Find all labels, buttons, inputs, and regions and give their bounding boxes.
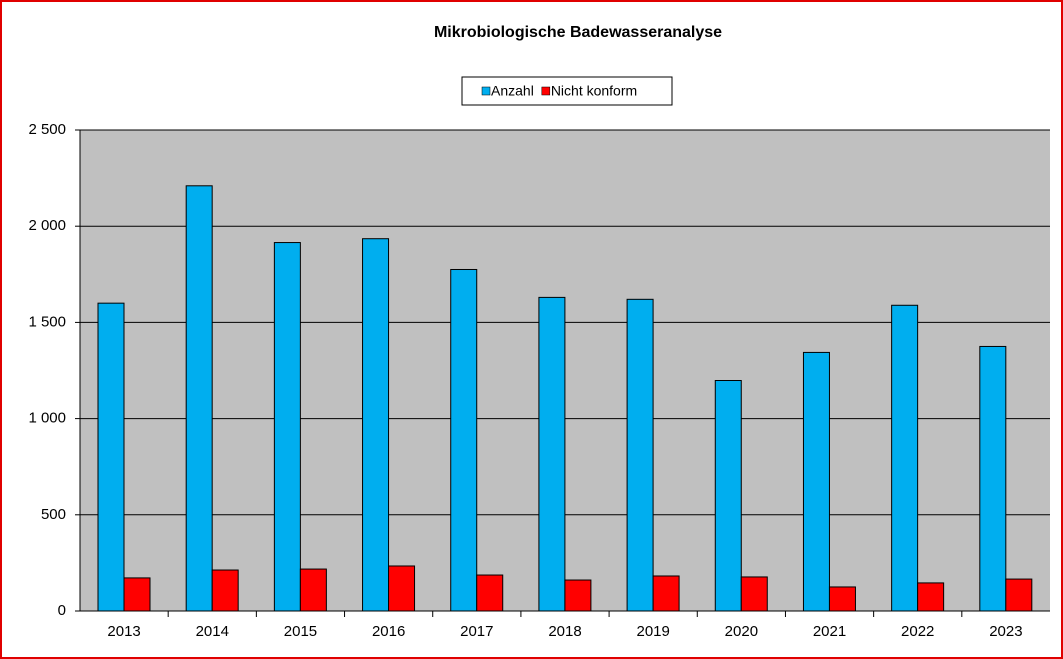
chart-title: Mikrobiologische Badewasseranalyse (434, 24, 722, 41)
legend-swatch (541, 86, 551, 96)
bar (299, 568, 327, 612)
x-tick-label: 2014 (196, 623, 229, 640)
bar (273, 242, 301, 612)
bar (450, 268, 478, 612)
y-tick-label: 500 (41, 506, 66, 523)
bar (388, 565, 416, 612)
legend-label: Nicht konform (551, 83, 637, 99)
x-tick-label: 2015 (284, 623, 317, 640)
bar (626, 298, 654, 612)
bar (828, 586, 856, 612)
y-tick-label: 2 500 (28, 121, 66, 138)
legend-box (461, 76, 673, 106)
legend-label: Anzahl (491, 83, 534, 99)
bar (362, 238, 390, 612)
y-tick-label: 1 000 (28, 410, 66, 427)
bar (564, 579, 592, 612)
x-tick-label: 2018 (548, 623, 581, 640)
x-tick-label: 2016 (372, 623, 405, 640)
y-tick-label: 2 000 (28, 217, 66, 234)
legend-swatch (481, 86, 491, 96)
y-tick-label: 0 (58, 602, 66, 619)
x-tick-label: 2019 (636, 623, 669, 640)
bar (538, 296, 566, 612)
x-tick-label: 2013 (107, 623, 140, 640)
bar (802, 351, 830, 612)
bar (652, 575, 680, 612)
bar (891, 304, 919, 612)
bar (211, 569, 239, 612)
legend: Anzahl Nicht konform (461, 76, 673, 106)
x-tick-label: 2020 (725, 623, 758, 640)
bar (97, 302, 125, 612)
x-tick-label: 2017 (460, 623, 493, 640)
bar (185, 185, 213, 612)
bar (123, 577, 151, 612)
bar (714, 380, 742, 612)
x-tick-label: 2022 (901, 623, 934, 640)
bar (979, 345, 1007, 612)
x-tick-label: 2023 (989, 623, 1022, 640)
bar (917, 582, 945, 612)
bar (1005, 578, 1033, 612)
y-tick-label: 1 500 (28, 313, 66, 330)
bar (740, 576, 768, 612)
bar (476, 574, 504, 612)
x-tick-label: 2021 (813, 623, 846, 640)
